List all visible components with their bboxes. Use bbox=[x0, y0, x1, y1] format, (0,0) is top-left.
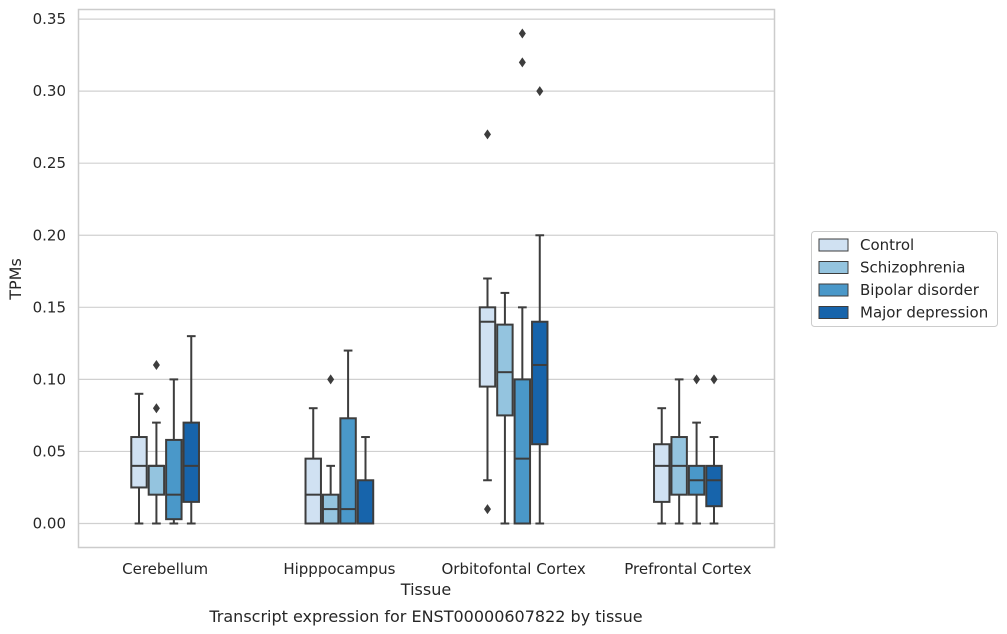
outlier-point bbox=[693, 374, 701, 385]
box bbox=[531, 86, 549, 525]
y-axis-ticks: 0.00 0.05 0.10 0.15 0.20 0.25 0.30 0.35 bbox=[33, 10, 66, 532]
box bbox=[339, 349, 357, 525]
x-axis-label: Tissue bbox=[400, 580, 451, 599]
outlier-point bbox=[710, 374, 718, 385]
y-tick-label: 0.30 bbox=[33, 82, 66, 100]
box bbox=[356, 436, 375, 525]
box-iqr bbox=[165, 438, 183, 521]
legend-swatch bbox=[818, 306, 849, 319]
outlier-point bbox=[518, 28, 526, 39]
series-control bbox=[130, 129, 671, 525]
box-iqr bbox=[356, 479, 375, 525]
box-iqr bbox=[182, 421, 200, 503]
outlier-point bbox=[518, 57, 526, 68]
box-iqr bbox=[513, 378, 532, 525]
legend-swatch bbox=[818, 261, 849, 274]
box-groups bbox=[130, 28, 723, 525]
series-major-depression bbox=[182, 86, 723, 525]
x-tick-label: Hipppocampus bbox=[283, 560, 395, 578]
legend: Control Schizophrenia Bipolar disorder Majo… bbox=[811, 231, 998, 327]
y-tick-label: 0.35 bbox=[33, 10, 66, 28]
y-axis-label: TPMs bbox=[6, 258, 25, 301]
legend-swatch bbox=[818, 283, 849, 297]
box-iqr bbox=[496, 323, 514, 417]
x-tick-label: Prefrontal Cortex bbox=[624, 560, 751, 578]
legend-label: Schizophrenia bbox=[860, 259, 965, 277]
legend-label: Control bbox=[860, 236, 914, 254]
y-tick-label: 0.00 bbox=[33, 515, 66, 533]
x-axis-ticks: Cerebellum Hipppocampus Orbitofontal Corte… bbox=[122, 560, 751, 578]
x-tick-label: Cerebellum bbox=[122, 560, 208, 578]
legend-label: Bipolar disorder bbox=[860, 281, 980, 299]
legend-frame bbox=[811, 231, 998, 327]
series-bipolar-disorder bbox=[165, 28, 706, 525]
outlier-point bbox=[536, 86, 544, 97]
box-iqr bbox=[478, 306, 497, 388]
outlier-point bbox=[327, 374, 335, 385]
outlier-point bbox=[483, 504, 491, 515]
chart-caption: Transcript expression for ENST0000060782… bbox=[208, 607, 642, 626]
box-iqr bbox=[147, 464, 166, 496]
box bbox=[496, 291, 514, 525]
legend-label: Major depression bbox=[860, 304, 988, 322]
box bbox=[705, 374, 723, 525]
outlier-point bbox=[152, 359, 160, 370]
box bbox=[182, 335, 200, 525]
box-iqr bbox=[531, 320, 549, 446]
y-tick-label: 0.25 bbox=[33, 154, 66, 172]
box-iqr bbox=[130, 436, 148, 489]
box bbox=[165, 378, 183, 525]
series-schizophrenia bbox=[147, 291, 688, 525]
box-iqr bbox=[653, 443, 671, 503]
box bbox=[304, 407, 322, 525]
outlier-point bbox=[483, 129, 491, 140]
box bbox=[130, 392, 148, 525]
box bbox=[653, 407, 671, 525]
y-tick-label: 0.10 bbox=[33, 370, 66, 388]
y-tick-label: 0.20 bbox=[33, 226, 66, 244]
box bbox=[513, 28, 532, 525]
box bbox=[478, 129, 497, 515]
box bbox=[321, 374, 340, 525]
box-iqr bbox=[304, 457, 322, 525]
legend-swatch bbox=[818, 238, 849, 252]
box-iqr bbox=[705, 464, 723, 508]
box bbox=[147, 359, 166, 525]
y-tick-label: 0.15 bbox=[33, 298, 66, 316]
box bbox=[670, 378, 688, 525]
box bbox=[687, 374, 706, 525]
plot-area-frame bbox=[77, 8, 776, 549]
box-iqr bbox=[339, 417, 357, 525]
x-tick-label: Orbitofontal Cortex bbox=[442, 560, 586, 578]
y-tick-label: 0.05 bbox=[33, 442, 66, 460]
outlier-point bbox=[152, 403, 160, 414]
